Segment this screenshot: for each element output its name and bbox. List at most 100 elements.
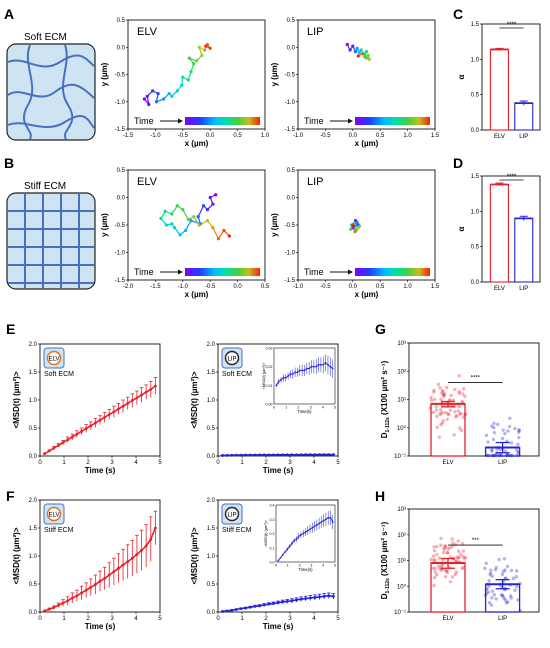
bar-H-sample-point [499, 584, 503, 588]
bar-H-sample-point [433, 575, 437, 580]
traj-B-elv-xtick-label: 0.0 [233, 284, 242, 290]
bar-G-sample-point [508, 416, 512, 420]
bar-G-sample-point [439, 411, 443, 416]
msd-F-elv-ecm-label: Stiff ECM [44, 527, 74, 534]
msd-E-lip-point [322, 453, 326, 457]
bar-H-sample-point [450, 575, 455, 579]
bar-H-sample-point [483, 593, 488, 597]
bar-H-sample-point [485, 586, 489, 591]
msd-E-lip-inset-point [324, 362, 327, 364]
msd-F-lip-point [262, 603, 266, 607]
msd-F-lip-inset-point [279, 556, 282, 559]
traj-A-elv-point [200, 53, 204, 58]
traj-B-elv-point [211, 226, 215, 230]
msd-F-lip-point [248, 605, 252, 609]
trajectory-b-elv-chart: -2.0 -1.5 -1.0 -0.5 0.0 0.5-1.5-1.0-0.50.00.5… [100, 168, 270, 299]
msd-F-lip-point [230, 608, 234, 612]
msd-F-lip-inset-point [318, 522, 321, 525]
traj-B-elv-point [192, 215, 196, 219]
bar-G-sample-point [454, 415, 458, 419]
traj-A-lip-point [348, 48, 352, 52]
msd-E-elv-xlabel: Time (s) [85, 466, 116, 475]
bar-G-sample-point [484, 453, 488, 458]
alpha-bar-chart-c: 0.0 0.5 1.0 1.5 α ELV LIP **** [457, 22, 541, 140]
msd-E-elv-point [103, 415, 107, 419]
bar-G-sample-point [460, 399, 464, 404]
msd-F-elv-point [66, 599, 70, 603]
traj-B-elv-ylabel: y (µm) [100, 213, 109, 237]
msd-F-lip-inset-point [304, 531, 307, 533]
bar-H-sample-point [509, 568, 514, 573]
msd-F-elv-point [70, 596, 74, 600]
traj-B-elv-point [208, 195, 212, 200]
bar-G-sample-point [444, 410, 448, 415]
msd-F-lip-ytick-label: 0.0 [207, 610, 216, 616]
msd-F-lip-inset-xtick: 2 [299, 564, 301, 568]
traj-A-elv-point [187, 56, 191, 60]
traj-B-elv-point [183, 228, 188, 233]
bar-H-sample-point [436, 564, 441, 568]
bar-H-sample-point [444, 569, 449, 573]
bar-G-sample-point [501, 428, 505, 432]
traj-B-elv-time-label: Time [134, 267, 154, 277]
traj-B-elv-ytick-label: 0.0 [117, 196, 126, 202]
traj-B-lip-ylabel: y (µm) [270, 213, 279, 237]
msd-F-lip-point [295, 598, 298, 602]
bar-D-ytick-label: 1.0 [471, 209, 480, 215]
bar-G-sample-point [490, 448, 494, 452]
msd-E-lip-point [258, 453, 261, 457]
msd-E-lip-point [299, 453, 303, 457]
msd-F-lip-inset-xtick: 4 [322, 564, 324, 568]
bar-C-ytick-label: 1.5 [471, 22, 480, 28]
traj-A-elv-xtick-label: 1.0 [261, 133, 270, 139]
traj-B-lip-ytick-label: -0.5 [285, 223, 296, 229]
traj-A-elv-point [142, 97, 147, 101]
bar-G-sample-point [516, 451, 520, 455]
traj-B-elv-xtick-label: -2.0 [123, 284, 134, 290]
bar-H-sample-point [444, 568, 449, 573]
bar-H-sample-point [448, 580, 453, 584]
bar-G-sample-point [442, 394, 446, 398]
msd-E-elv-point [144, 390, 148, 394]
msd-F-elv-cell-icon-text: ELV [49, 512, 60, 518]
msd-E-lip-point [327, 453, 331, 457]
msd-E-elv-point [93, 421, 97, 425]
msd-E-lip-inset-point [312, 365, 315, 368]
bar-G-sample-point [497, 453, 501, 458]
msd-E-lip-inset-point [315, 365, 318, 368]
msd-F-elv-xtick-label: 0 [38, 616, 42, 622]
traj-B-lip-ytick-label: 0.5 [287, 168, 296, 174]
msd-F-elv-point [130, 556, 134, 560]
traj-B-lip-xlabel: x (µm) [355, 290, 379, 299]
traj-A-elv-xlabel: x (µm) [185, 139, 209, 148]
bar-G-ylabel-sub: 1-112s [385, 417, 391, 433]
bar-G-sample-point [492, 426, 496, 430]
msd-E-lip-ytick-label: 0.5 [207, 426, 216, 432]
bar-G-sample-point [504, 453, 509, 458]
msd-F-lip-xtick-label: 4 [312, 616, 316, 622]
msd-F-lip-xtick-label: 0 [216, 616, 220, 622]
msd-E-elv-point [126, 401, 130, 405]
msd-F-elv-point [135, 552, 139, 556]
trajectory-a-elv-chart: -1.5 -1.0 -0.5 0.0 0.5 1.0 -1.5 -1.0 -0.5 0.0 0.5 x… [100, 18, 270, 148]
traj-A-elv-xtick-label: -0.5 [178, 133, 189, 139]
msd-E-lip-inset-ytick: 0.00 [266, 403, 273, 407]
bar-G-sample-point [446, 412, 451, 417]
msd-E-lip-inset-ytick: 0.03 [266, 347, 273, 351]
bar-G-sample-point [516, 450, 521, 454]
msd-F-lip-inset-point [306, 529, 309, 532]
bar-H-sample-point [509, 596, 513, 600]
traj-A-elv-point [189, 70, 193, 74]
bar-G-sample-point [438, 412, 442, 417]
msd-F-lip-inset-point [325, 518, 327, 521]
bar-H-sample-point [429, 557, 433, 562]
traj-B-elv-xtick-label: -0.5 [205, 284, 216, 290]
bar-H-sample-point [488, 573, 492, 577]
panel-label-g: G [375, 321, 386, 337]
bar-H-sample-point [497, 557, 501, 562]
msd-F-lip-inset-ytick: 0.4 [270, 504, 275, 508]
bar-H-sample-point [437, 556, 442, 560]
msd-F-elv-point [149, 537, 153, 541]
msd-E-elv-ytick-label: 1.0 [29, 398, 38, 404]
msd-E-elv-point [135, 396, 139, 400]
